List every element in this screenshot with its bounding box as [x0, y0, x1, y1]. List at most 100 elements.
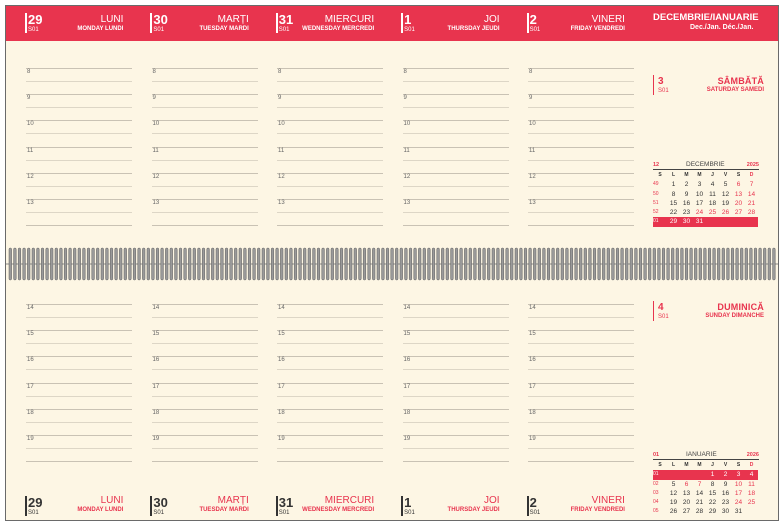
weekend-sunday-header[interactable]: 4 S01 DUMINICĂ SUNDAY DIMANCHE	[653, 301, 777, 323]
calendar-day[interactable]: 28	[747, 209, 756, 217]
calendar-day[interactable]: 20	[682, 499, 691, 507]
hour-slot[interactable]: 14	[402, 304, 509, 330]
footer-day-thursday[interactable]: 1 S01 JOI THURSDAY JEUDI	[382, 491, 507, 520]
hour-slot[interactable]: 13	[26, 199, 132, 225]
hour-slot[interactable]: 19	[277, 435, 383, 461]
hour-slot[interactable]: 10	[26, 120, 132, 146]
calendar-day[interactable]: 10	[695, 190, 704, 198]
calendar-day[interactable]: 7	[697, 480, 702, 488]
calendar-day[interactable]: 5	[671, 480, 676, 488]
hour-slot[interactable]: 14	[26, 304, 132, 330]
calendar-day[interactable]: 18	[708, 199, 717, 207]
hour-slot[interactable]: 16	[26, 356, 132, 382]
hour-slot[interactable]: 15	[26, 330, 132, 356]
footer-day-friday[interactable]: 2 S01 VINERI FRIDAY VENDREDI	[508, 491, 633, 520]
calendar-day[interactable]: 12	[721, 190, 730, 198]
calendar-day[interactable]: 26	[669, 508, 678, 516]
hour-slot[interactable]: 17	[277, 382, 383, 409]
calendar-day[interactable]: 9	[684, 190, 689, 198]
hour-slot[interactable]: 18	[26, 408, 132, 435]
hour-slot[interactable]: 18	[151, 408, 258, 435]
footer-day-monday[interactable]: 29 S01 LUNI MONDAY LUNDI	[6, 491, 131, 520]
calendar-day[interactable]: 2	[719, 470, 732, 480]
hour-slot[interactable]: 11	[277, 146, 383, 173]
hour-slot[interactable]: 13	[151, 199, 258, 225]
hour-slot[interactable]: 11	[402, 146, 509, 173]
calendar-day[interactable]: 31	[693, 217, 706, 227]
hour-slot[interactable]: 8	[402, 68, 509, 94]
calendar-day[interactable]: 21	[695, 499, 704, 507]
calendar-day[interactable]: 19	[669, 499, 678, 507]
hour-slot[interactable]: 8	[151, 68, 258, 94]
header-day-thursday[interactable]: 1 S01 JOI THURSDAY JEUDI	[382, 6, 507, 41]
calendar-day[interactable]: 14	[747, 190, 756, 198]
hour-slot[interactable]: 11	[151, 146, 258, 173]
calendar-day[interactable]: 27	[734, 209, 743, 217]
calendar-day[interactable]: 1	[671, 181, 676, 189]
hour-slot[interactable]: 19	[528, 435, 634, 461]
header-day-tuesday[interactable]: 30 S01 MARȚI TUESDAY MARDI	[131, 6, 256, 41]
hour-slot[interactable]: 12	[528, 172, 634, 199]
calendar-day[interactable]: 25	[708, 209, 717, 217]
calendar-day[interactable]: 16	[721, 489, 730, 497]
calendar-day[interactable]: 23	[682, 209, 691, 217]
calendar-day[interactable]: 26	[721, 209, 730, 217]
calendar-day[interactable]: 30	[680, 217, 693, 227]
calendar-day[interactable]: 21	[747, 199, 756, 207]
hour-slot[interactable]: 16	[277, 356, 383, 382]
calendar-day[interactable]: 3	[697, 181, 702, 189]
calendar-day[interactable]: 30	[721, 508, 730, 516]
calendar-day[interactable]: 15	[669, 199, 678, 207]
hour-slot[interactable]: 13	[402, 199, 509, 225]
calendar-day[interactable]: 16	[682, 199, 691, 207]
calendar-day[interactable]: 29	[708, 508, 717, 516]
hour-slot[interactable]: 14	[277, 304, 383, 330]
hour-slot[interactable]: 15	[528, 330, 634, 356]
hour-slot[interactable]: 17	[402, 382, 509, 409]
hour-slot[interactable]: 9	[402, 94, 509, 120]
hour-slot[interactable]: 10	[151, 120, 258, 146]
calendar-day[interactable]: 22	[669, 209, 678, 217]
hour-slot[interactable]: 19	[402, 435, 509, 461]
hour-slot[interactable]: 11	[26, 146, 132, 173]
hour-slot[interactable]: 9	[277, 94, 383, 120]
hour-slot[interactable]: 18	[277, 408, 383, 435]
calendar-day[interactable]: 8	[710, 480, 715, 488]
hour-slot[interactable]: 19	[26, 435, 132, 461]
calendar-day[interactable]: 6	[736, 181, 741, 189]
calendar-day[interactable]: 20	[734, 199, 743, 207]
calendar-day[interactable]: 8	[671, 190, 676, 198]
calendar-day[interactable]: 7	[749, 181, 754, 189]
hour-slot[interactable]: 13	[528, 199, 634, 225]
calendar-day[interactable]: 13	[734, 190, 743, 198]
hour-slot[interactable]: 16	[402, 356, 509, 382]
calendar-day[interactable]: 17	[734, 489, 743, 497]
hour-slot[interactable]: 10	[277, 120, 383, 146]
hour-slot[interactable]: 19	[151, 435, 258, 461]
hour-slot[interactable]: 9	[151, 94, 258, 120]
calendar-day[interactable]: 3	[732, 470, 745, 480]
calendar-day[interactable]: 29	[667, 217, 680, 227]
calendar-day[interactable]: 6	[684, 480, 689, 488]
calendar-day[interactable]: 1	[706, 470, 719, 480]
hour-slot[interactable]: 16	[151, 356, 258, 382]
calendar-day[interactable]: 22	[708, 499, 717, 507]
calendar-day[interactable]: 27	[682, 508, 691, 516]
hour-slot[interactable]: 12	[151, 172, 258, 199]
hour-slot[interactable]: 12	[26, 172, 132, 199]
hour-slot[interactable]: 9	[528, 94, 634, 120]
calendar-day[interactable]: 23	[721, 499, 730, 507]
hour-slot[interactable]: 15	[402, 330, 509, 356]
hour-slot[interactable]: 12	[277, 172, 383, 199]
footer-day-wednesday[interactable]: 31 S01 MIERCURI WEDNESDAY MERCREDI	[257, 491, 382, 520]
hour-slot[interactable]: 16	[528, 356, 634, 382]
hour-slot[interactable]: 8	[26, 68, 132, 94]
hour-slot[interactable]: 15	[277, 330, 383, 356]
hour-slot[interactable]: 10	[402, 120, 509, 146]
hour-slot[interactable]: 13	[277, 199, 383, 225]
hour-slot[interactable]: 17	[151, 382, 258, 409]
hour-slot[interactable]: 14	[151, 304, 258, 330]
calendar-day[interactable]: 2	[684, 181, 689, 189]
calendar-day[interactable]: 24	[695, 209, 704, 217]
calendar-day[interactable]: 10	[734, 480, 743, 488]
